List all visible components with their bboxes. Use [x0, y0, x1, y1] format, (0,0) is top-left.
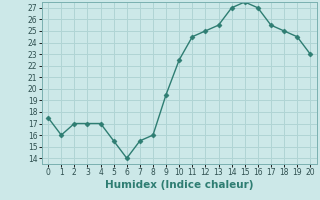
X-axis label: Humidex (Indice chaleur): Humidex (Indice chaleur): [105, 180, 253, 190]
